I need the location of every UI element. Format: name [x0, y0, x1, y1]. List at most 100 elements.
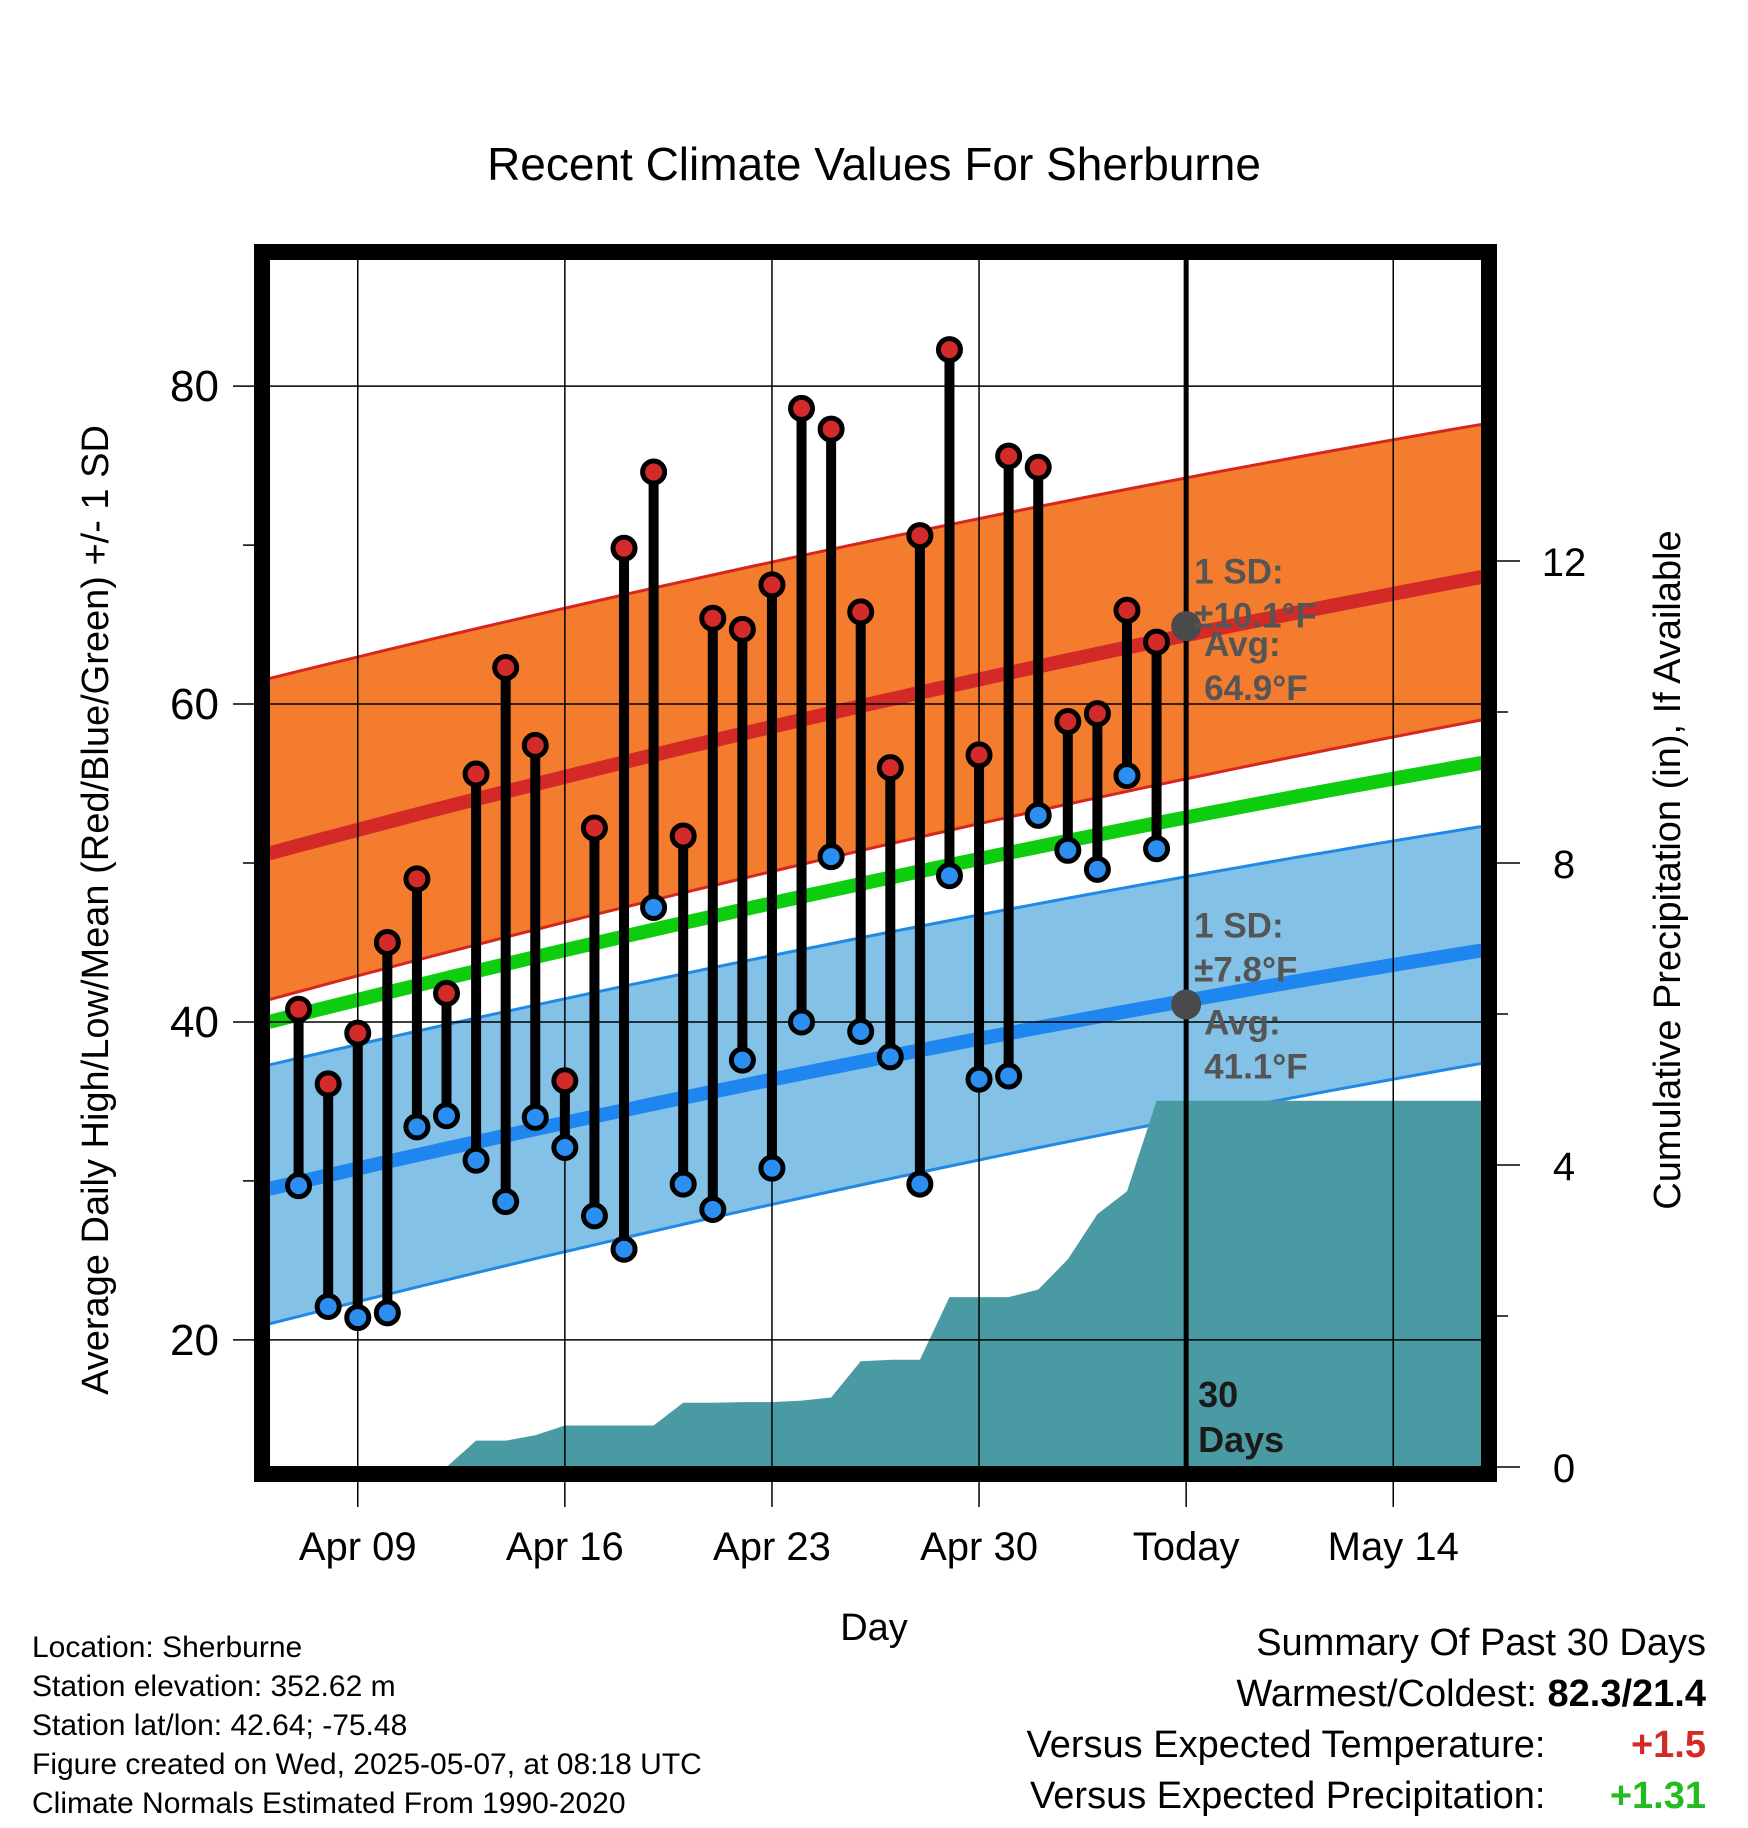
low-point — [521, 1103, 549, 1131]
y-tick-label: 60 — [170, 680, 219, 729]
high-point — [847, 598, 875, 626]
low-point — [876, 1043, 904, 1071]
warm-cold-row: Warmest/Coldest: 82.3/21.4 — [1027, 1669, 1706, 1720]
high-normal-sd-text: 1 SD: — [1194, 552, 1283, 591]
high-point — [788, 394, 816, 422]
low-point — [610, 1235, 638, 1263]
high-point — [699, 604, 727, 632]
high-point — [965, 741, 993, 769]
high-point — [906, 522, 934, 550]
y2-tick-label: 4 — [1553, 1145, 1575, 1189]
x-tick-label: Apr 23 — [713, 1525, 831, 1569]
today-label-line: Days — [1198, 1419, 1284, 1460]
high-point — [433, 979, 461, 1007]
high-point — [640, 458, 668, 486]
x-tick-label: Apr 16 — [506, 1525, 624, 1569]
high-point — [462, 760, 490, 788]
low-point — [373, 1299, 401, 1327]
high-point — [995, 442, 1023, 470]
low-point — [906, 1170, 934, 1198]
daily-range-bars — [285, 336, 1171, 1332]
low-point — [285, 1172, 313, 1200]
low-point — [788, 1008, 816, 1036]
low-point — [728, 1046, 756, 1074]
high-sd-band — [269, 424, 1482, 1000]
location-text: Location: Sherburne — [32, 1631, 303, 1664]
y2-tick-label: 8 — [1553, 843, 1575, 887]
high-point — [344, 1019, 372, 1047]
y-tick-label: 20 — [170, 1316, 219, 1365]
x-tick-label: May 14 — [1328, 1525, 1459, 1569]
temp-row: Versus Expected Temperature: +1.5 — [1027, 1720, 1706, 1771]
high-point — [580, 814, 608, 842]
low-point — [935, 862, 963, 890]
summary-panel: Summary Of Past 30 Days Warmest/Coldest:… — [1027, 1618, 1706, 1822]
summary-title: Summary Of Past 30 Days — [1256, 1622, 1706, 1664]
high-point — [403, 865, 431, 893]
low-normal-avg-dot — [1171, 989, 1202, 1020]
plot-frame — [254, 244, 1497, 1482]
high-point — [876, 754, 904, 782]
high-point — [1054, 708, 1082, 736]
x-tick-label: Apr 09 — [299, 1525, 417, 1569]
high-normal-avg-text: 64.9°F — [1204, 669, 1308, 708]
high-point — [551, 1067, 579, 1095]
y-axis-label: Average Daily High/Low/Mean (Red/Blue/Gr… — [75, 425, 117, 1395]
low-point — [669, 1170, 697, 1198]
chart-axes: 20 40 60 80 0 4 8 12 Apr 09 Apr 16 Apr 23 Apr 30 Tod… — [170, 244, 1586, 1569]
low-point — [1083, 855, 1111, 883]
low-point — [640, 894, 668, 922]
low-point — [847, 1017, 875, 1045]
y2-tick-label: 0 — [1553, 1447, 1575, 1491]
warm-cold-label: Warmest/Coldest: — [1236, 1673, 1537, 1715]
low-point — [462, 1146, 490, 1174]
low-normal-sd-text: 1 SD: — [1194, 907, 1283, 946]
low-point — [1024, 801, 1052, 829]
precip-row: Versus Expected Precipitation: +1.31 — [1027, 1771, 1706, 1822]
low-point — [1113, 762, 1141, 790]
precip-area — [328, 1100, 1483, 1467]
high-point — [1143, 628, 1171, 656]
warm-cold-value: 82.3/21.4 — [1547, 1673, 1706, 1715]
low-point — [965, 1065, 993, 1093]
low-point — [344, 1304, 372, 1332]
station-info: Location: Sherburne Station elevation: 3… — [32, 1628, 702, 1823]
high-point — [758, 571, 786, 599]
high-point — [1083, 700, 1111, 728]
elevation-text: Station elevation: 352.62 m — [32, 1670, 396, 1703]
low-point — [492, 1188, 520, 1216]
high-normal-sd-text: ±10.1°F — [1194, 596, 1317, 635]
chart-title: Recent Climate Values For Sherburne — [487, 138, 1261, 190]
precip-label: Versus Expected Precipitation: — [1030, 1775, 1546, 1817]
low-point — [995, 1062, 1023, 1090]
high-normal-avg-text: Avg: — [1204, 625, 1280, 664]
x-tick-label: Today — [1133, 1525, 1240, 1569]
high-point — [1113, 596, 1141, 624]
high-point — [521, 731, 549, 759]
low-point — [433, 1102, 461, 1130]
low-point — [1143, 835, 1171, 863]
low-point — [817, 843, 845, 871]
high-point — [285, 995, 313, 1023]
high-point — [610, 534, 638, 562]
temp-value: +1.5 — [1630, 1724, 1706, 1766]
low-sd-band-lower-edge — [268, 1061, 1483, 1326]
high-point — [728, 615, 756, 643]
high-point — [492, 653, 520, 681]
x-tick-label: Apr 30 — [920, 1525, 1038, 1569]
low-point — [758, 1154, 786, 1182]
low-normal-avg-text: Avg: — [1204, 1003, 1280, 1042]
y-tick-label: 40 — [170, 998, 219, 1047]
precipitation-area — [328, 1100, 1483, 1467]
latlon-text: Station lat/lon: 42.64; -75.48 — [32, 1709, 408, 1742]
y-tick-label: 80 — [170, 362, 219, 411]
high-point — [314, 1070, 342, 1098]
low-point — [1054, 836, 1082, 864]
high-point — [669, 822, 697, 850]
today-label-line: 30 — [1198, 1374, 1238, 1415]
x-axis-label: Day — [840, 1607, 908, 1649]
normals-text: Climate Normals Estimated From 1990-2020 — [32, 1787, 626, 1820]
